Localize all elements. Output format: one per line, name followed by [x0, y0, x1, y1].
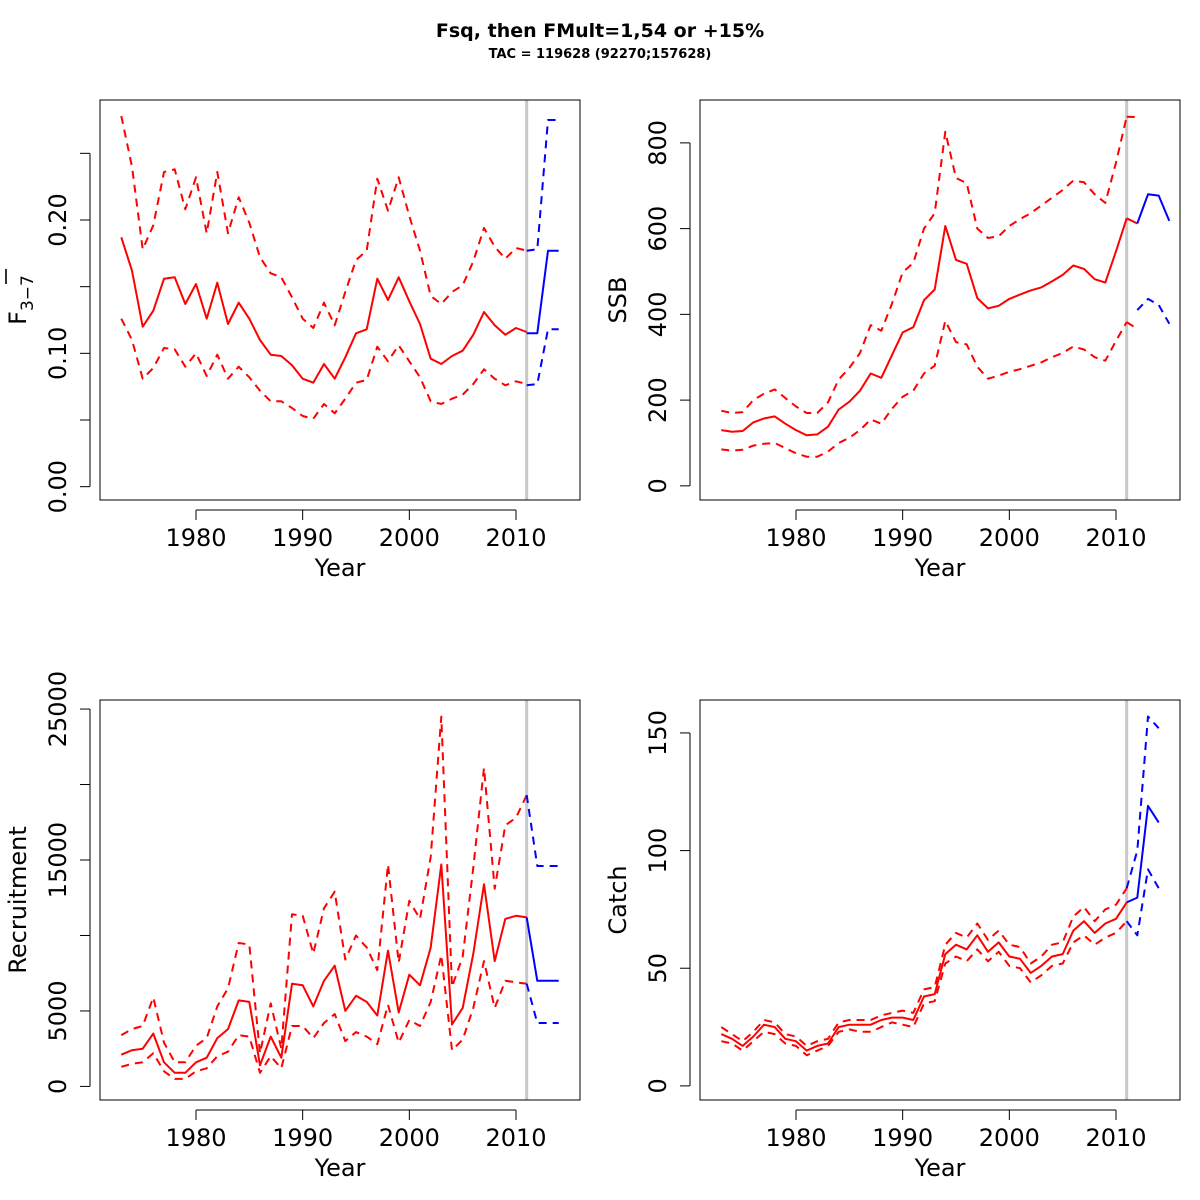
catch-series-3-line — [1126, 804, 1160, 904]
catch-series-1-line — [720, 887, 1128, 1047]
chart-subtitle: TAC = 119628 (92270;157628) — [488, 47, 712, 62]
ssb-plot-frame — [699, 99, 1181, 501]
ssb-y-tick-label: 200 — [644, 377, 672, 423]
ssb-y-tick-label: 0 — [644, 478, 672, 493]
recruitment-series-1-line — [120, 715, 528, 1064]
ssb-x-axis-label: Year — [914, 554, 966, 582]
catch-x-tick-label: 1980 — [765, 1124, 826, 1152]
recruitment-series-5-line — [525, 983, 559, 1024]
ssb-y-tick-label: 600 — [644, 206, 672, 252]
recruitment-y-axis-label: Recruitment — [4, 826, 32, 973]
ssb-y-tick-label: 800 — [644, 120, 672, 166]
catch-series-2-line — [721, 920, 1128, 1057]
catch-y-tick-label: 150 — [644, 710, 672, 756]
ssb-panel: 1980 1990 2000 2010 Year 0 200 400 600 800 SSB — [604, 99, 1181, 582]
fbar-series-4-line — [526, 119, 559, 252]
catch-y-tick-label: 50 — [644, 953, 672, 984]
fbar-panel: 1980 1990 2000 2010 Year 0.00 0.10 0.20 F3−7 — [4, 99, 581, 582]
catch-x-tick-label: 2010 — [1085, 1124, 1146, 1152]
fbar-y-axis-label-subscript: 3−7 — [18, 275, 38, 311]
ssb-x-tick-label: 2000 — [979, 524, 1040, 552]
catch-x-tick-label: 2000 — [979, 1124, 1040, 1152]
ssb-series-1-line — [721, 116, 1128, 414]
ssb-x-tick-label: 1980 — [765, 524, 826, 552]
fbar-y-tick-label: 0.10 — [44, 327, 72, 380]
fbar-series-0-line — [120, 236, 528, 384]
fbar-series-2-line — [120, 318, 527, 420]
ssb-y-tick-label: 400 — [644, 291, 672, 337]
ssb-series-5-line — [1126, 217, 1138, 225]
ssb-series-4-line — [1126, 321, 1138, 330]
fbar-x-tick-label: 1990 — [272, 524, 333, 552]
recruitment-x-tick-label: 2010 — [485, 1124, 546, 1152]
recruitment-y-tick-label: 0 — [44, 1079, 72, 1094]
fbar-plot-frame — [99, 99, 581, 501]
fbar-y-axis-label: F3−7 — [4, 275, 38, 325]
catch-series-5-line — [1125, 868, 1160, 937]
fbar-series-3-line — [526, 249, 559, 335]
recruitment-series-3-line — [525, 917, 559, 982]
fbar-y-tick-label: 0.20 — [44, 193, 72, 246]
catch-y-tick-label: 0 — [644, 1078, 672, 1093]
recruitment-y-tick-label: 5000 — [44, 980, 72, 1041]
ssb-x-tick-label: 2010 — [1085, 524, 1146, 552]
catch-series-4-line — [1125, 715, 1160, 889]
catch-plot-frame — [699, 699, 1181, 1101]
ssb-series-6-line — [1136, 193, 1171, 224]
recruitment-plot-frame — [99, 699, 581, 1101]
recruitment-y-tick-label: 15000 — [44, 822, 72, 898]
fbar-x-axis-label: Year — [314, 554, 366, 582]
fbar-x-tick-label: 2000 — [379, 524, 440, 552]
recruitment-series-0-line — [120, 863, 527, 1074]
ssb-series-7-line — [1136, 297, 1171, 325]
catch-x-tick-label: 1990 — [872, 1124, 933, 1152]
fbar-x-tick-label: 2010 — [485, 524, 546, 552]
catch-series-0-line — [720, 901, 1128, 1052]
ssb-y-axis-label: SSB — [604, 277, 632, 324]
ssb-x-tick-label: 1990 — [872, 524, 933, 552]
fbar-y-tick-label: 0.00 — [44, 460, 72, 513]
catch-y-tick-label: 100 — [644, 828, 672, 874]
recruitment-series-4-line — [525, 794, 559, 867]
recruitment-x-tick-label: 1990 — [272, 1124, 333, 1152]
ssb-series-2-line — [721, 319, 1128, 458]
catch-x-axis-label: Year — [914, 1154, 966, 1182]
ssb-series-0-line — [721, 217, 1128, 437]
fbar-series-5-line — [526, 328, 559, 387]
fbar-x-tick-label: 1980 — [165, 524, 226, 552]
catch-y-axis-label: Catch — [604, 865, 632, 934]
recruitment-series-2-line — [121, 954, 527, 1080]
recruitment-y-tick-label: 25000 — [44, 671, 72, 747]
recruitment-x-tick-label: 2000 — [379, 1124, 440, 1152]
recruitment-x-axis-label: Year — [314, 1154, 366, 1182]
chart-title: Fsq, then FMult=1,54 or +15% — [435, 20, 765, 42]
recruitment-panel: 1980 1990 2000 2010 Year 0 5000 15000 25000 Recru… — [4, 671, 581, 1182]
fbar-series-1-line — [120, 115, 527, 329]
recruitment-x-tick-label: 1980 — [165, 1124, 226, 1152]
catch-panel: 1980 1990 2000 2010 Year 0 50 100 150 Catch — [604, 699, 1181, 1182]
